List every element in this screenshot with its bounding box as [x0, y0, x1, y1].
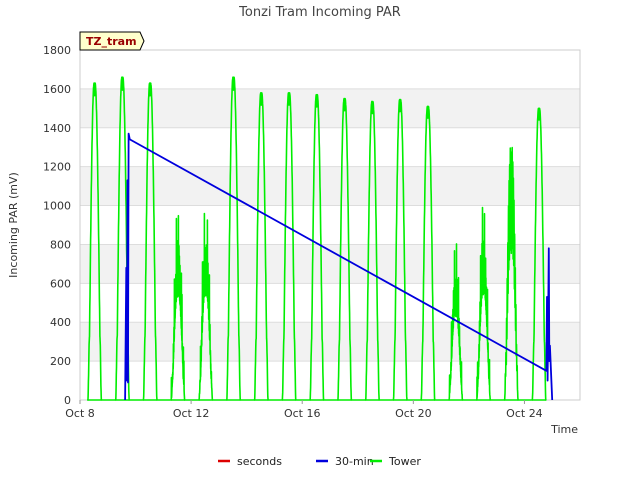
legend-label: seconds — [237, 455, 282, 468]
x-tick-label: Oct 12 — [173, 407, 210, 420]
x-tick-label: Oct 8 — [65, 407, 95, 420]
plot-band — [80, 283, 580, 323]
legend-item-30-min: 30-min — [316, 455, 374, 468]
legend-item-seconds: seconds — [218, 455, 282, 468]
y-tick-label: 1400 — [43, 122, 71, 135]
y-tick-label: 400 — [50, 316, 71, 329]
plot-band — [80, 205, 580, 245]
legend: seconds 30-min Tower — [218, 455, 421, 468]
x-tick-label: Oct 16 — [284, 407, 321, 420]
y-tick-label: 1000 — [43, 200, 71, 213]
y-tick-label: 1600 — [43, 83, 71, 96]
y-tick-label: 600 — [50, 277, 71, 290]
y-axis-ticks: 0 200 400 600 800 1000 1200 1400 1600 1800 — [43, 44, 71, 407]
y-tick-label: 1200 — [43, 161, 71, 174]
plot-background — [80, 50, 580, 400]
y-tick-label: 800 — [50, 238, 71, 251]
site-badge: TZ_tram — [79, 31, 145, 51]
y-tick-label: 1800 — [43, 44, 71, 57]
chart-title: Tonzi Tram Incoming PAR — [238, 5, 401, 20]
y-axis-label: Incoming PAR (mV) — [7, 172, 20, 278]
site-badge-label: TZ_tram — [86, 35, 137, 48]
gridlines — [79, 49, 581, 401]
series-line-30-min — [124, 132, 554, 401]
x-axis-ticks: Oct 8 Oct 12 Oct 16 Oct 20 Oct 24 — [65, 400, 543, 420]
plot-band — [80, 88, 580, 128]
legend-label: Tower — [388, 455, 421, 468]
plot-band — [80, 127, 580, 167]
legend-item-tower: Tower — [370, 455, 421, 468]
legend-label: 30-min — [335, 455, 374, 468]
plot-band — [80, 50, 580, 89]
x-axis-label: Time — [550, 423, 578, 436]
x-tick-label: Oct 24 — [506, 407, 543, 420]
x-tick-label: Oct 20 — [395, 407, 432, 420]
site-badge-box — [79, 31, 145, 51]
y-tick-label: 0 — [64, 394, 71, 407]
plot-band — [80, 322, 580, 362]
y-tick-label: 200 — [50, 355, 71, 368]
series-layer — [87, 76, 554, 401]
plot-band — [80, 166, 580, 206]
series-line-tower — [87, 76, 547, 401]
plot-band — [80, 361, 580, 400]
